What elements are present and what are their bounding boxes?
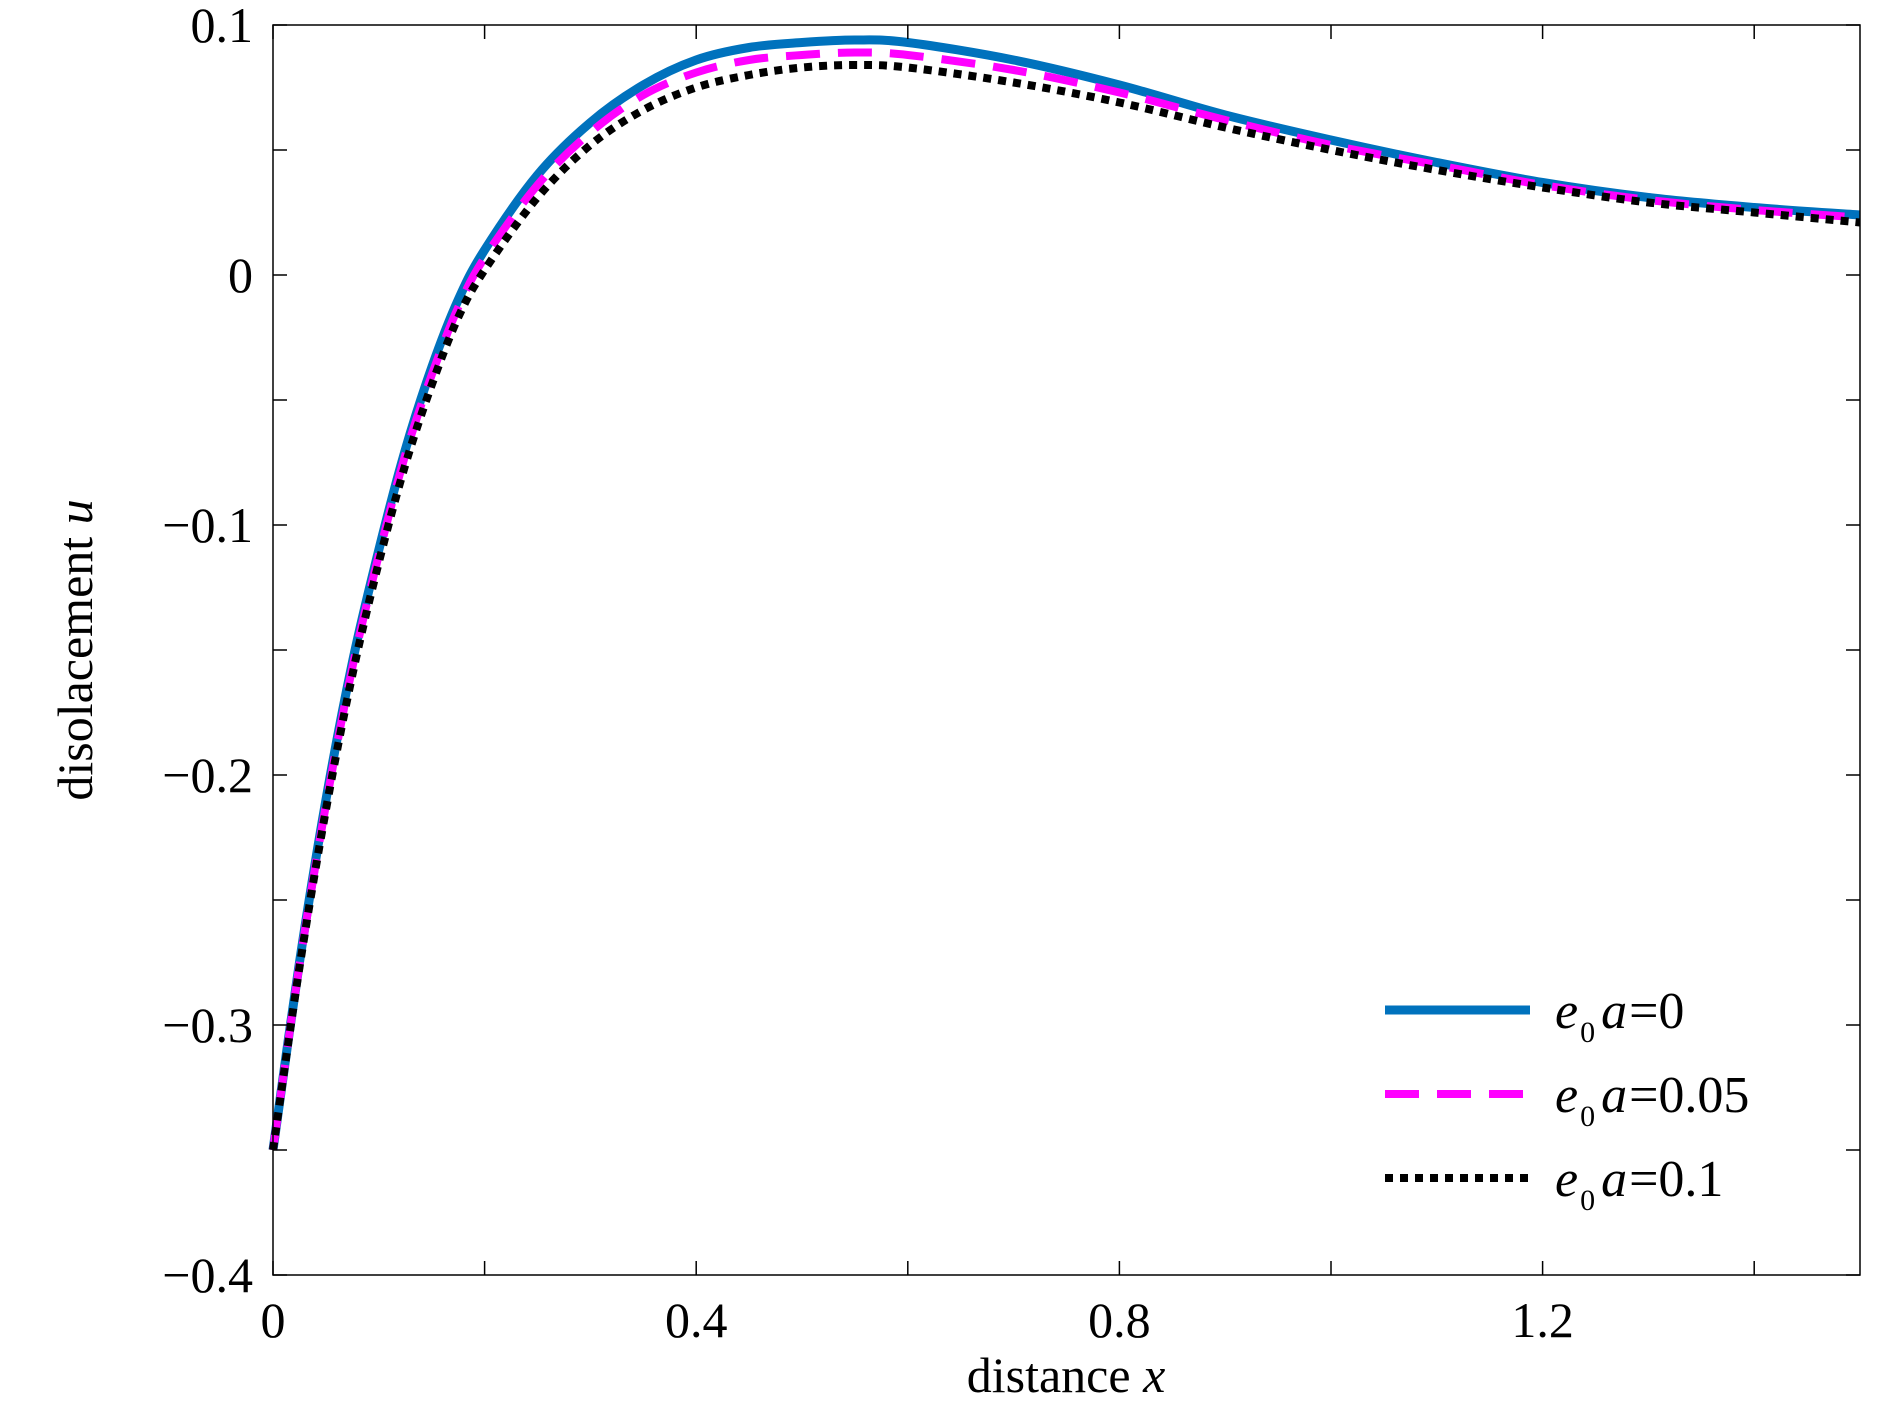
x-tick-label: 0 xyxy=(261,1292,286,1348)
y-tick-label: −0.1 xyxy=(162,497,253,553)
y-tick-label: 0 xyxy=(228,247,253,303)
legend-label-3: e0 a=0.1 xyxy=(1555,1151,1723,1217)
x-tick-label: 0.8 xyxy=(1088,1292,1151,1348)
x-tick-label: 1.2 xyxy=(1511,1292,1574,1348)
y-tick-label: 0.1 xyxy=(191,0,254,53)
y-tick-label: −0.4 xyxy=(162,1247,253,1303)
legend-label-1: e0 a=0 xyxy=(1555,983,1684,1049)
legend-label-2: e0 a=0.05 xyxy=(1555,1067,1749,1133)
series-layer xyxy=(268,35,1861,1151)
plot-background xyxy=(273,25,1860,1275)
series-line-3 xyxy=(269,60,1861,1151)
tick-layer: 0 0.4 0.8 1.2 −0.4 −0.3 −0.2 −0.1 0 0.1 xyxy=(162,0,1860,1348)
y-axis-label: disolacement u xyxy=(47,499,103,800)
y-tick-label: −0.2 xyxy=(162,747,253,803)
x-axis-label: distance x xyxy=(967,1347,1166,1400)
legend: e0 a=0 e0 a=0.05 e0 a=0.1 xyxy=(1385,983,1749,1217)
x-tick-label: 0.4 xyxy=(665,1292,728,1348)
y-tick-label: −0.3 xyxy=(162,997,253,1053)
